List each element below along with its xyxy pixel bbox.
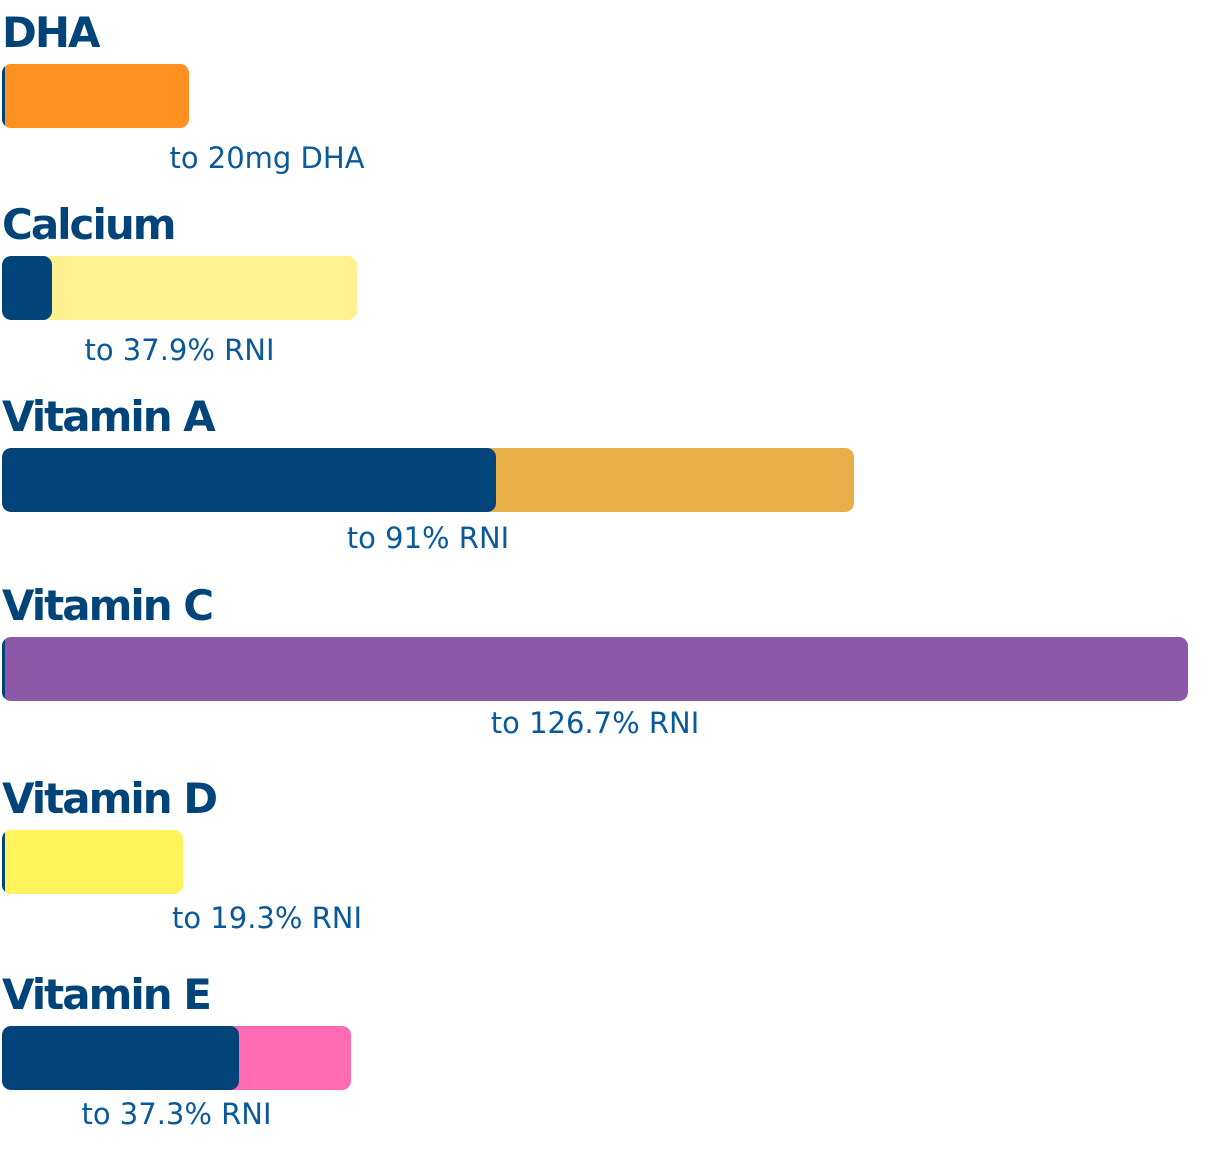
nutrient-bar	[2, 64, 189, 128]
nutrient-caption: to 91% RNI	[346, 521, 510, 555]
nutrient-bar-fill	[2, 64, 5, 128]
nutrient-name: DHA	[2, 8, 101, 57]
nutrient-name: Vitamin D	[2, 774, 218, 823]
nutrient-bar-fill	[2, 448, 496, 512]
nutrient-bar	[2, 1026, 351, 1090]
nutrient-name: Vitamin A	[2, 392, 216, 441]
nutrient-name: Calcium	[2, 200, 177, 249]
nutrient-bar-fill	[2, 256, 52, 320]
nutrient-caption: to 20mg DHA	[169, 141, 365, 175]
nutrient-bar	[2, 448, 854, 512]
nutrient-bar	[2, 830, 183, 894]
nutrient-caption: to 37.3% RNI	[81, 1097, 272, 1131]
nutrient-caption: to 37.9% RNI	[84, 333, 275, 367]
nutrient-bar-fill	[2, 1026, 239, 1090]
nutrient-name: Vitamin C	[2, 581, 214, 630]
nutrient-caption: to 19.3% RNI	[171, 901, 363, 935]
nutrient-name: Vitamin E	[2, 970, 212, 1019]
nutrient-caption: to 126.7% RNI	[490, 706, 700, 740]
nutrient-bar	[2, 256, 357, 320]
nutrient-bar	[2, 637, 1188, 701]
nutrient-bar-fill	[2, 637, 5, 701]
nutrient-bar-fill	[2, 830, 5, 894]
